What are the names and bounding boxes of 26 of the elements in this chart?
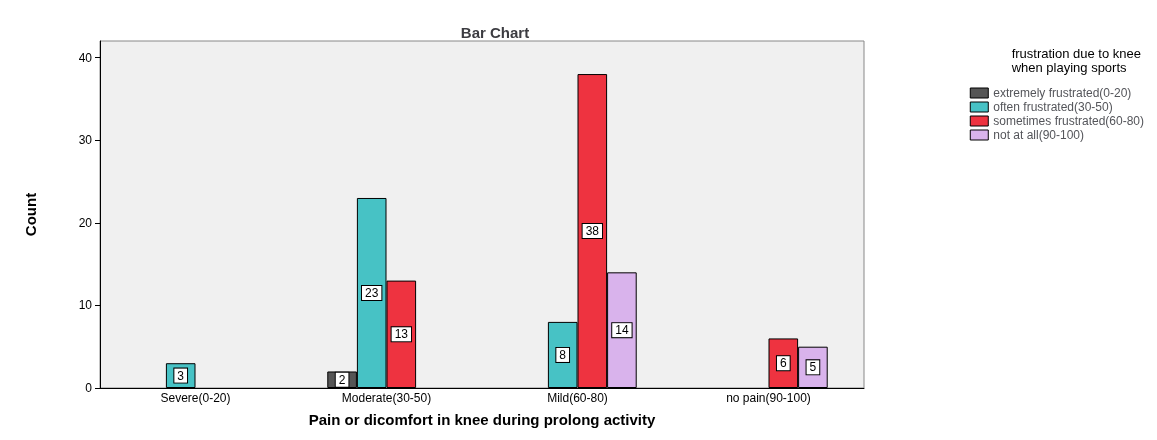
y-tick-label: 40 — [78, 50, 93, 65]
x-tick-label: no pain(90-100) — [726, 391, 811, 405]
legend-label: not at all(90-100) — [993, 128, 1085, 142]
data-label: 3 — [177, 368, 185, 383]
data-label: 38 — [585, 224, 600, 239]
legend-label: often frustrated(30-50) — [993, 100, 1113, 114]
y-axis-title: Count — [22, 192, 39, 237]
x-tick-label: Mild(60-80) — [547, 391, 608, 405]
data-label: 2 — [338, 372, 346, 387]
y-tick-label: 20 — [78, 215, 93, 230]
data-label: 8 — [559, 347, 567, 362]
y-tick-label: 10 — [78, 298, 93, 313]
x-tick-label: Severe(0-20) — [160, 391, 231, 405]
x-tick-label: Moderate(30-50) — [341, 391, 432, 405]
y-tick-label: 30 — [78, 133, 93, 148]
y-tick-label: 0 — [85, 381, 93, 395]
data-label: 14 — [615, 323, 629, 338]
data-label: 6 — [779, 356, 787, 371]
data-label: 5 — [809, 360, 817, 375]
data-label: 23 — [365, 285, 379, 300]
legend-label: sometimes frustrated(60-80) — [993, 114, 1145, 128]
legend-label: extremely frustrated(0-20) — [993, 86, 1132, 100]
data-label: 13 — [394, 327, 409, 342]
x-axis-title: Pain or dicomfort in knee during prolong activity — [308, 411, 657, 428]
legend-title: frustration due to knee when playing sports — [1010, 45, 1141, 75]
chart-title: Bar Chart — [460, 24, 530, 41]
